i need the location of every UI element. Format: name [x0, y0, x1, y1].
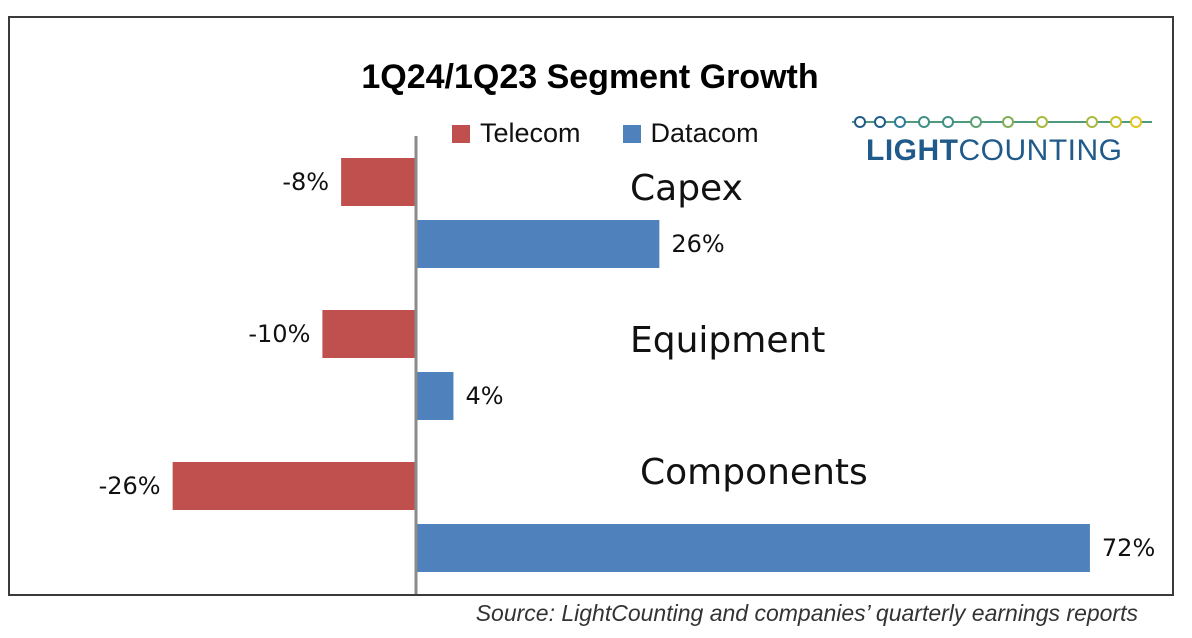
legend-entry-telecom: Telecom	[452, 118, 581, 149]
logo-dot	[942, 116, 954, 128]
data-label-telecom-equipment: -10%	[248, 320, 310, 348]
legend: Telecom Datacom	[452, 118, 801, 149]
legend-swatch-telecom	[452, 124, 470, 143]
logo-dot	[1002, 116, 1014, 128]
logo-dot	[1036, 116, 1048, 128]
logo-dot	[874, 116, 886, 128]
logo-dot	[918, 116, 930, 128]
chart-frame: 1Q24/1Q23 Segment Growth Telecom Datacom…	[8, 16, 1174, 596]
data-label-datacom-equipment: 4%	[465, 382, 503, 410]
legend-label-datacom: Datacom	[650, 118, 759, 148]
legend-swatch-datacom	[622, 124, 641, 143]
data-label-datacom-components: 72%	[1102, 534, 1155, 562]
bar-telecom-components	[172, 462, 416, 510]
logo-dot	[1110, 116, 1122, 128]
logo-text-bold: LIGHT	[866, 134, 959, 167]
chart-plot: Capex -8% 26% Equipment -10% 4% Components -26%…	[99, 136, 1155, 594]
data-label-telecom-components: -26%	[99, 472, 161, 500]
logo-text-regular: COUNTING	[958, 134, 1123, 167]
data-label-telecom-capex: -8%	[282, 168, 329, 196]
data-label-datacom-capex: 26%	[671, 230, 724, 258]
category-label-components: Components	[640, 452, 868, 493]
bar-datacom-equipment	[416, 372, 454, 420]
lightcounting-logo: LIGHTCOUNTING	[852, 110, 1152, 170]
category-label-equipment: Equipment	[630, 320, 825, 361]
logo-dot	[1086, 116, 1098, 128]
bar-telecom-equipment	[322, 310, 416, 358]
logo-dot	[894, 116, 906, 128]
bar-telecom-capex	[341, 158, 416, 206]
chart-title: 1Q24/1Q23 Segment Growth	[361, 58, 819, 96]
legend-entry-datacom: Datacom	[622, 118, 759, 149]
logo-dot	[854, 116, 866, 128]
source-note: Source: LightCounting and companies’ qua…	[475, 600, 1138, 626]
bar-datacom-components	[416, 524, 1090, 572]
category-label-capex: Capex	[630, 168, 743, 209]
logo-dot	[970, 116, 982, 128]
bar-datacom-capex	[416, 220, 660, 268]
legend-label-telecom: Telecom	[480, 118, 581, 148]
logo-dots-icon	[852, 116, 1152, 128]
logo-dot	[1130, 116, 1142, 128]
logo-text: LIGHTCOUNTING	[866, 134, 1123, 168]
